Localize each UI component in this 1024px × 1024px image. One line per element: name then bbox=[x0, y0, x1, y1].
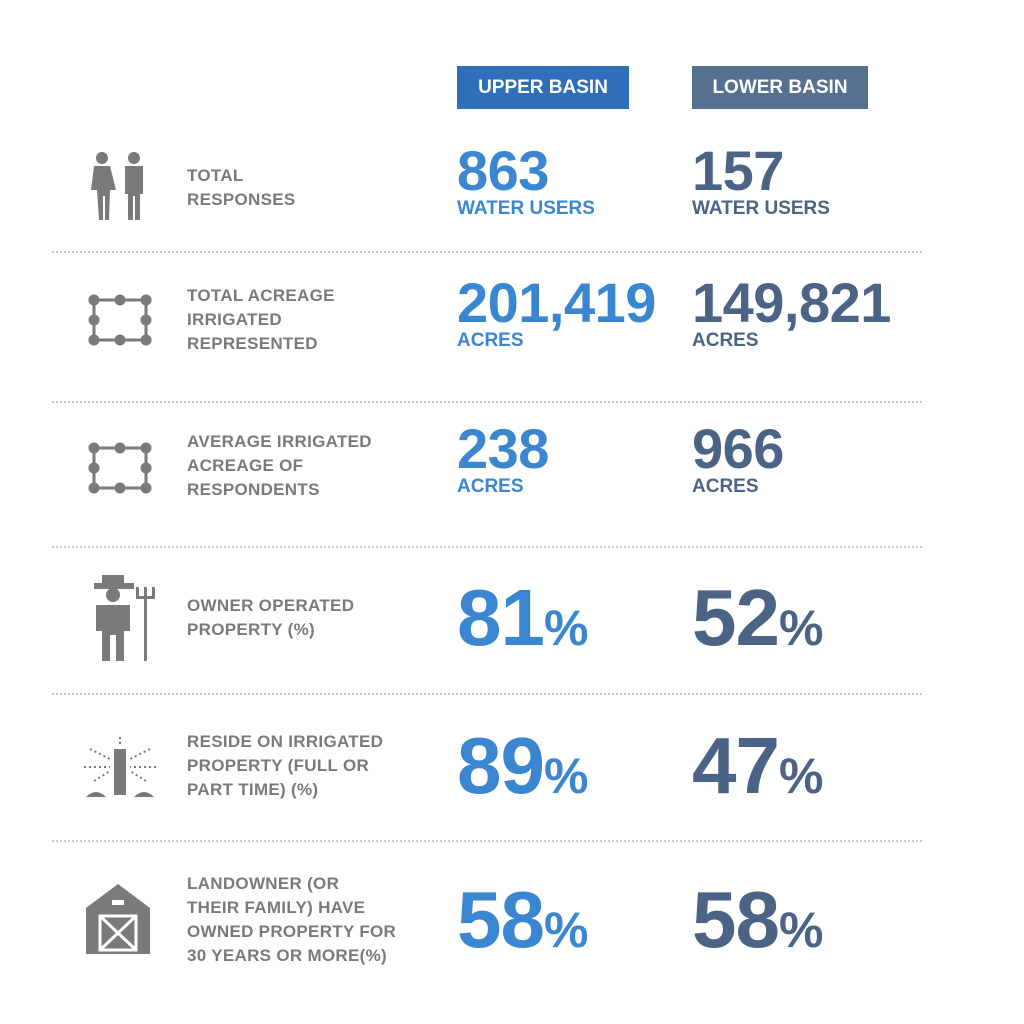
label-line: RESIDE ON IRRIGATED bbox=[187, 732, 384, 751]
separator bbox=[52, 251, 922, 253]
stat-value: 52% bbox=[692, 578, 823, 658]
value-number: 58 bbox=[457, 875, 545, 964]
label-line: IRRIGATED bbox=[187, 310, 282, 329]
label-line: LANDOWNER (OR bbox=[187, 874, 340, 893]
label-line: RESPONDENTS bbox=[187, 480, 320, 499]
value-number: 81 bbox=[457, 573, 545, 662]
value-unit: % bbox=[543, 902, 589, 958]
value-unit: ACRES bbox=[457, 476, 524, 497]
stat-value: 966 ACRES bbox=[692, 417, 784, 498]
label-line: PROPERTY (%) bbox=[187, 620, 315, 639]
label-line: REPRESENTED bbox=[187, 334, 318, 353]
column-header: LOWER BASIN bbox=[692, 66, 868, 109]
stat-value: 157 WATER USERS bbox=[692, 139, 830, 220]
value-number: 58 bbox=[692, 875, 780, 964]
stat-value: 89% bbox=[457, 726, 588, 806]
barn-icon bbox=[86, 884, 150, 954]
label-line: TOTAL bbox=[187, 166, 244, 185]
value-number: 149,821 bbox=[692, 271, 891, 334]
row-label: LANDOWNER (OR THEIR FAMILY) HAVE OWNED PRO… bbox=[187, 872, 396, 968]
value-number: 52 bbox=[692, 573, 780, 662]
farmer-icon bbox=[94, 575, 155, 661]
value-unit: ACRES bbox=[692, 330, 759, 351]
value-unit: % bbox=[543, 600, 589, 656]
value-unit: ACRES bbox=[457, 330, 524, 351]
acreage-icon bbox=[88, 442, 152, 494]
label-line: RESPONSES bbox=[187, 190, 296, 209]
value-number: 863 bbox=[457, 139, 549, 202]
value-unit: WATER USERS bbox=[692, 198, 830, 219]
stat-value: 58% bbox=[692, 880, 823, 960]
label-line: PART TIME) (%) bbox=[187, 780, 319, 799]
separator bbox=[52, 840, 922, 842]
stat-value: 149,821 ACRES bbox=[692, 271, 891, 352]
value-unit: WATER USERS bbox=[457, 198, 595, 219]
value-unit: % bbox=[778, 902, 824, 958]
value-unit: % bbox=[778, 748, 824, 804]
sprinkler-icon bbox=[84, 737, 156, 797]
separator bbox=[52, 546, 922, 548]
row-label: AVERAGE IRRIGATED ACREAGE OF RESPONDENTS bbox=[187, 430, 372, 502]
separator bbox=[52, 693, 922, 695]
label-line: TOTAL ACREAGE bbox=[187, 286, 335, 305]
label-line: THEIR FAMILY) HAVE bbox=[187, 898, 366, 917]
stat-value: 81% bbox=[457, 578, 588, 658]
label-line: OWNER OPERATED bbox=[187, 596, 355, 615]
stat-value: 863 WATER USERS bbox=[457, 139, 595, 220]
label-line: PROPERTY (FULL OR bbox=[187, 756, 370, 775]
stat-value: 47% bbox=[692, 726, 823, 806]
column-header: UPPER BASIN bbox=[457, 66, 629, 109]
separator bbox=[52, 401, 922, 403]
label-line: ACREAGE OF bbox=[187, 456, 304, 475]
value-number: 238 bbox=[457, 417, 549, 480]
row-label: TOTAL RESPONSES bbox=[187, 164, 296, 212]
row-label: RESIDE ON IRRIGATED PROPERTY (FULL OR PART… bbox=[187, 730, 383, 802]
value-number: 201,419 bbox=[457, 271, 656, 334]
label-line: 30 YEARS OR MORE(%) bbox=[187, 946, 387, 965]
value-unit: % bbox=[778, 600, 824, 656]
label-line: OWNED PROPERTY FOR bbox=[187, 922, 397, 941]
value-number: 89 bbox=[457, 721, 545, 810]
value-unit: % bbox=[543, 748, 589, 804]
stat-value: 201,419 ACRES bbox=[457, 271, 656, 352]
value-unit: ACRES bbox=[692, 476, 759, 497]
stat-value: 238 ACRES bbox=[457, 417, 549, 498]
value-number: 966 bbox=[692, 417, 784, 480]
stat-value: 58% bbox=[457, 880, 588, 960]
label-line: AVERAGE IRRIGATED bbox=[187, 432, 372, 451]
value-number: 47 bbox=[692, 721, 780, 810]
people-icon bbox=[91, 152, 143, 220]
row-label: OWNER OPERATED PROPERTY (%) bbox=[187, 594, 354, 642]
row-label: TOTAL ACREAGE IRRIGATED REPRESENTED bbox=[187, 284, 335, 356]
acreage-icon bbox=[88, 294, 152, 346]
value-number: 157 bbox=[692, 139, 784, 202]
